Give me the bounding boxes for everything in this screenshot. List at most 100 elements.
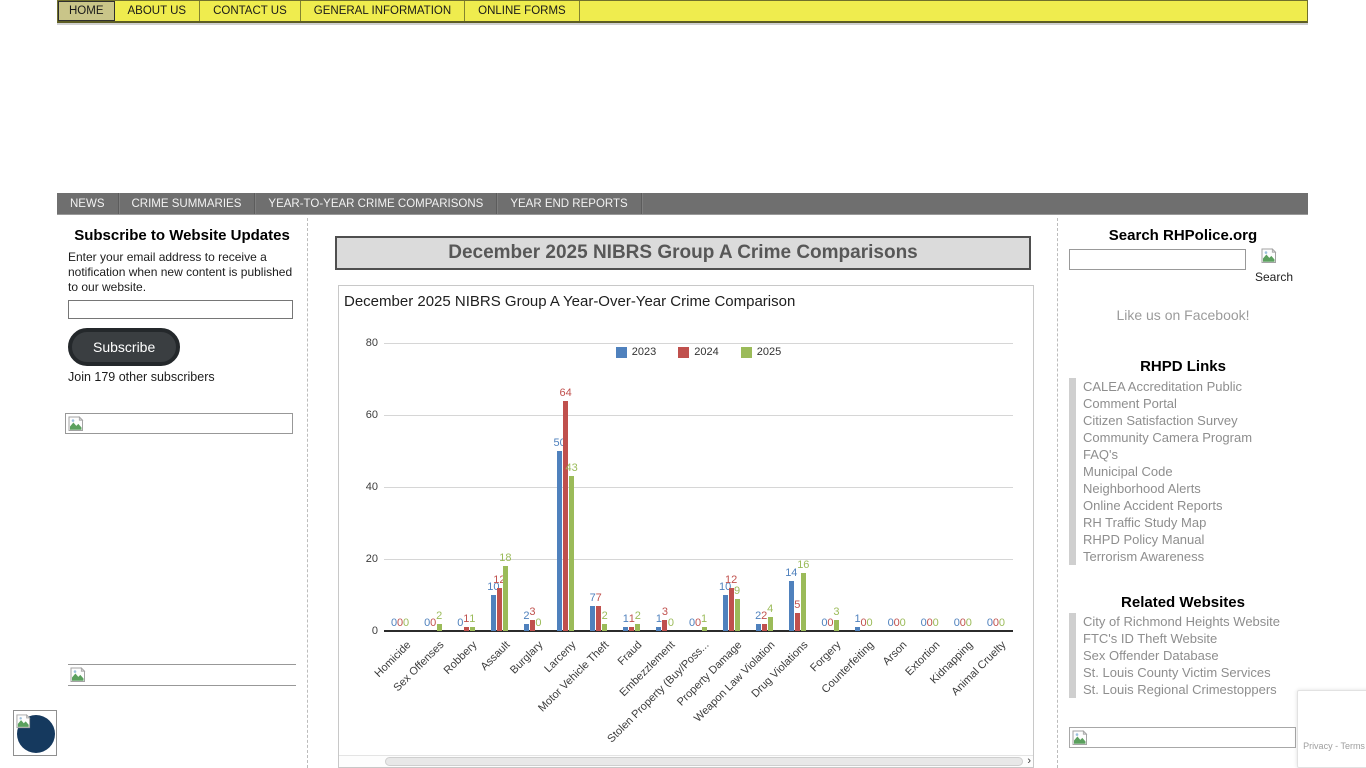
link-label: RHPD Policy Manual bbox=[1083, 532, 1205, 547]
y-tick-label: 80 bbox=[365, 337, 378, 349]
value-label: 1 bbox=[622, 613, 629, 626]
related-link-ftc-s-id-theft-website[interactable]: FTC's ID Theft Website bbox=[1069, 630, 1301, 647]
value-label: 2 bbox=[436, 609, 443, 622]
legend-label: 2023 bbox=[631, 346, 657, 358]
rhpd-link-rh-traffic-study-map[interactable]: RH Traffic Study Map bbox=[1069, 514, 1301, 531]
value-label: 9 bbox=[734, 584, 741, 597]
rhpd-link-citizen-satisfaction-survey[interactable]: Citizen Satisfaction Survey bbox=[1069, 412, 1301, 429]
bar-2024-motor-vehicle-theft bbox=[596, 605, 602, 631]
value-label: 0 bbox=[535, 617, 542, 629]
value-label: 50 bbox=[553, 437, 566, 449]
related-link-st-louis-regional-crimestoppers[interactable]: St. Louis Regional Crimestoppers bbox=[1069, 681, 1301, 698]
y-tick-label: 20 bbox=[365, 553, 378, 565]
value-label: 0 bbox=[430, 617, 437, 629]
chart-panel: December 2025 NIBRS Group A Year-Over-Ye… bbox=[338, 285, 1034, 768]
broken-image-placeholder[interactable] bbox=[1069, 727, 1296, 748]
related-link-city-of-richmond-heights-website[interactable]: City of Richmond Heights Website bbox=[1069, 613, 1301, 630]
bar-2023-weapon-law-violation bbox=[755, 623, 761, 631]
value-label: 2 bbox=[523, 609, 530, 622]
bar-2023-embezzlement bbox=[656, 627, 662, 631]
link-label: Citizen Satisfaction Survey bbox=[1083, 413, 1238, 428]
sub-nav-item-year-to-year-crime-comparisons[interactable]: YEAR-TO-YEAR CRIME COMPARISONS bbox=[255, 193, 498, 214]
right-sidebar: Search RHPolice.org Search Like us on Fa… bbox=[1058, 218, 1308, 768]
link-marker bbox=[1069, 446, 1076, 463]
value-label: 3 bbox=[833, 606, 840, 619]
top-nav-item-about-us[interactable]: ABOUT US bbox=[115, 1, 201, 21]
bar-2023-assault bbox=[490, 595, 496, 631]
link-label: FAQ's bbox=[1083, 447, 1118, 462]
rhpd-link-calea-accreditation-public-comment-portal[interactable]: CALEA Accreditation Public Comment Porta… bbox=[1069, 378, 1301, 412]
rhpd-link-community-camera-program[interactable]: Community Camera Program bbox=[1069, 429, 1301, 446]
link-marker bbox=[1069, 412, 1076, 429]
scrollbar-thumb[interactable] bbox=[385, 757, 1023, 766]
horizontal-scrollbar[interactable]: › bbox=[339, 755, 1033, 767]
bar-2024-burglary bbox=[529, 620, 535, 631]
bar-2024-robbery bbox=[463, 627, 469, 631]
value-label: 2 bbox=[755, 609, 762, 622]
link-marker bbox=[1069, 613, 1076, 630]
bar-2023-drug-violations bbox=[788, 580, 794, 631]
value-label: 3 bbox=[529, 606, 536, 619]
top-nav-item-home[interactable]: HOME bbox=[58, 1, 115, 21]
email-input[interactable] bbox=[68, 300, 293, 319]
rhpd-link-faq-s[interactable]: FAQ's bbox=[1069, 446, 1301, 463]
link-marker bbox=[1069, 514, 1076, 531]
value-label: 12 bbox=[724, 573, 738, 586]
chart-title: December 2025 NIBRS Group A Year-Over-Ye… bbox=[344, 293, 796, 310]
recaptcha-terms-link[interactable]: Terms bbox=[1340, 741, 1365, 751]
accessibility-widget[interactable] bbox=[13, 710, 57, 756]
bar-2023-motor-vehicle-theft bbox=[590, 605, 596, 631]
bar-2024-property-damage bbox=[728, 587, 734, 631]
broken-image-icon bbox=[1072, 730, 1087, 745]
rhpd-link-municipal-code[interactable]: Municipal Code bbox=[1069, 463, 1301, 480]
recaptcha-privacy-link[interactable]: Privacy bbox=[1303, 741, 1333, 751]
bar-2024-embezzlement bbox=[662, 620, 668, 631]
left-column-divider bbox=[307, 218, 308, 768]
sub-nav-item-year-end-reports[interactable]: YEAR END REPORTS bbox=[497, 193, 642, 214]
top-nav-item-contact-us[interactable]: CONTACT US bbox=[200, 1, 301, 21]
value-label: 3 bbox=[661, 606, 668, 619]
link-marker bbox=[1069, 378, 1076, 412]
rhpd-link-neighborhood-alerts[interactable]: Neighborhood Alerts bbox=[1069, 480, 1301, 497]
value-label: 0 bbox=[932, 617, 939, 629]
broken-image-icon bbox=[70, 667, 85, 682]
search-button-label: Search bbox=[1255, 270, 1294, 284]
value-label: 16 bbox=[797, 559, 810, 572]
bar-2024-assault bbox=[496, 587, 502, 631]
value-label: 1 bbox=[628, 613, 635, 626]
value-label: 0 bbox=[866, 617, 873, 629]
top-nav-item-online-forms[interactable]: ONLINE FORMS bbox=[465, 1, 580, 21]
y-tick-label: 40 bbox=[365, 481, 378, 493]
top-nav: HOME ABOUT US CONTACT US GENERAL INFORMATIO… bbox=[57, 0, 1308, 23]
scrollbar-right-arrow[interactable]: › bbox=[1027, 755, 1031, 767]
value-label: 0 bbox=[953, 617, 960, 629]
sub-nav-item-crime-summaries[interactable]: CRIME SUMMARIES bbox=[119, 193, 256, 214]
value-label: 0 bbox=[965, 617, 972, 629]
right-column-divider bbox=[1057, 218, 1058, 768]
link-label: Neighborhood Alerts bbox=[1083, 481, 1201, 496]
link-label: Terrorism Awareness bbox=[1083, 549, 1205, 564]
link-marker bbox=[1069, 548, 1076, 565]
recaptcha-links: Privacy - Terms bbox=[1303, 741, 1365, 751]
value-label: 10 bbox=[718, 581, 732, 593]
search-input[interactable] bbox=[1069, 249, 1246, 270]
subscribe-button[interactable]: Subscribe bbox=[68, 328, 181, 366]
top-nav-item-general-information[interactable]: GENERAL INFORMATION bbox=[301, 1, 466, 21]
bar-2024-weapon-law-violation bbox=[761, 623, 767, 631]
rhpd-link-online-accident-reports[interactable]: Online Accident Reports bbox=[1069, 497, 1301, 514]
sub-nav-item-news[interactable]: NEWS bbox=[57, 193, 119, 214]
value-label: 0 bbox=[424, 617, 431, 629]
related-link-sex-offender-database[interactable]: Sex Offender Database bbox=[1069, 647, 1301, 664]
x-axis-line bbox=[384, 630, 1013, 632]
rhpd-link-rhpd-policy-manual[interactable]: RHPD Policy Manual bbox=[1069, 531, 1301, 548]
value-label: 1 bbox=[854, 613, 861, 626]
search-button[interactable]: Search bbox=[1255, 248, 1303, 284]
related-link-st-louis-county-victim-services[interactable]: St. Louis County Victim Services bbox=[1069, 664, 1301, 681]
value-label: 12 bbox=[493, 573, 506, 586]
facebook-link[interactable]: Like us on Facebook! bbox=[1116, 307, 1250, 323]
rhpd-link-terrorism-awareness[interactable]: Terrorism Awareness bbox=[1069, 548, 1301, 565]
broken-image-placeholder[interactable] bbox=[68, 664, 296, 686]
broken-image-placeholder[interactable] bbox=[65, 413, 293, 434]
subscriber-count: Join 179 other subscribers bbox=[68, 370, 215, 384]
